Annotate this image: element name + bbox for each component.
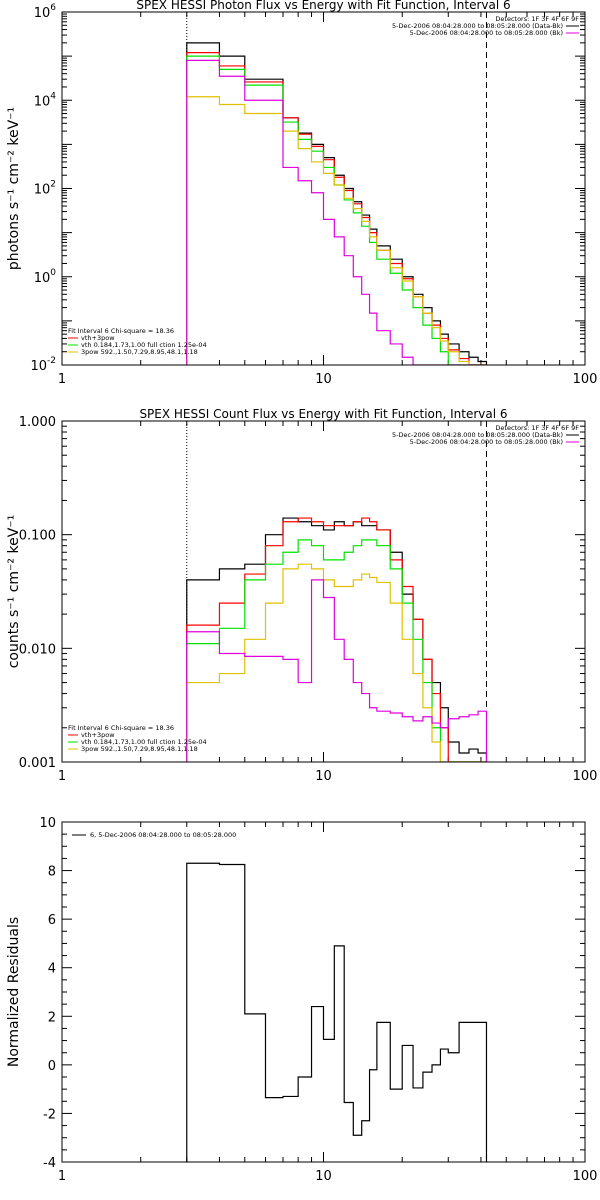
y-axis-label: counts s⁻¹ cm⁻² keV⁻¹ bbox=[6, 515, 22, 669]
series-line-2 bbox=[186, 52, 487, 365]
y-tick-label: 1.000 bbox=[19, 415, 56, 430]
x-tick-label: 100 bbox=[573, 372, 598, 387]
chart-panel-2: SPEX HESSI Count Flux vs Energy with Fit… bbox=[6, 407, 597, 784]
series-line-1 bbox=[186, 517, 488, 762]
legend-entry: 3pow 592.,1.50,7.29,8.95,48.1,1.18 bbox=[81, 348, 198, 356]
chart-title: SPEX HESSI Photon Flux vs Energy with Fi… bbox=[136, 0, 510, 12]
series-line-2 bbox=[186, 517, 487, 762]
series-line-1 bbox=[186, 42, 488, 365]
y-tick-label: 10-2 bbox=[30, 356, 56, 374]
x-tick-label: 100 bbox=[573, 769, 598, 784]
legend-entry: vth 0.184,1.73,1.00 full ction 1.25e-04 bbox=[81, 738, 207, 746]
x-tick-label: 10 bbox=[315, 769, 332, 784]
x-tick-label: 10 bbox=[315, 1169, 332, 1184]
series-line-5 bbox=[186, 59, 487, 365]
y-tick-label: 102 bbox=[34, 180, 56, 198]
y-tick-label: 2 bbox=[48, 1010, 56, 1025]
legend-entry: vth+3pow bbox=[81, 334, 115, 342]
y-tick-label: 106 bbox=[34, 3, 57, 21]
chart-title: SPEX HESSI Count Flux vs Energy with Fit… bbox=[139, 407, 507, 421]
y-tick-label: 0.001 bbox=[19, 756, 56, 771]
legend-fit-header: Fit Interval 6 Chi-square = 18.36 bbox=[68, 724, 174, 732]
legend-entry: 3pow 592.,1.50,7.29,8.95,48.1,1.18 bbox=[81, 745, 198, 753]
series-line-1 bbox=[186, 862, 488, 1162]
y-tick-label: 10 bbox=[39, 816, 56, 831]
legend-fit-header: Fit Interval 6 Chi-square = 18.36 bbox=[68, 327, 174, 335]
y-axis-label: Normalized Residuals bbox=[6, 917, 22, 1067]
y-tick-label: 104 bbox=[34, 91, 57, 109]
y-tick-label: 6 bbox=[48, 913, 56, 928]
legend-entry: vth+3pow bbox=[81, 731, 115, 739]
x-tick-label: 1 bbox=[58, 372, 66, 387]
series-line-3 bbox=[186, 55, 487, 365]
legend-entry: 5-Dec-2006 08:04:28.000 to 08:05:28.000 … bbox=[392, 431, 563, 439]
chart-panel-3: Normalized Residuals 1 10 100 -4 -2 0 2 4 6 8 10 6, … bbox=[6, 816, 597, 1184]
y-tick-label: -2 bbox=[43, 1107, 56, 1122]
plot-frame bbox=[61, 11, 586, 366]
y-tick-label: 4 bbox=[48, 962, 56, 977]
legend-entry: 5-Dec-2006 08:04:28.000 to 08:05:28.000 … bbox=[410, 29, 563, 37]
y-tick-label: -4 bbox=[43, 1156, 56, 1171]
series-line-5 bbox=[186, 579, 488, 762]
x-tick-label: 1 bbox=[58, 769, 66, 784]
legend-detectors: Detectors: 1F 3F 4F 6F 9F bbox=[495, 424, 579, 432]
series-line-3 bbox=[186, 539, 487, 762]
x-tick-label: 100 bbox=[573, 1169, 598, 1184]
y-tick-label: 8 bbox=[48, 865, 56, 880]
x-tick-label: 1 bbox=[58, 1169, 66, 1184]
series-line-4 bbox=[186, 563, 487, 762]
legend-entry: 6, 5-Dec-2006 08:04:28.000 to 08:05:28.0… bbox=[90, 831, 236, 839]
x-tick-label: 10 bbox=[315, 372, 332, 387]
y-tick-label: 0.100 bbox=[19, 529, 56, 544]
legend-entry: vth 0.184,1.73,1.00 full ction 1.25e-04 bbox=[81, 341, 207, 349]
legend-detectors: Detectors: 1F 3F 4F 6F 9F bbox=[495, 15, 579, 23]
plot-frame bbox=[61, 420, 586, 763]
chart-panel-1: SPEX HESSI Photon Flux vs Energy with Fi… bbox=[6, 0, 597, 387]
y-axis-label: photons s⁻¹ cm⁻² keV⁻¹ bbox=[6, 107, 22, 270]
series-line-4 bbox=[186, 96, 487, 365]
y-tick-label: 100 bbox=[34, 268, 57, 286]
legend-entry: 5-Dec-2006 08:04:28.000 to 08:05:28.000 … bbox=[392, 22, 563, 30]
legend-entry: 5-Dec-2006 08:04:28.000 to 08:05:28.000 … bbox=[410, 438, 563, 446]
y-tick-label: 0 bbox=[48, 1059, 56, 1074]
plot-frame bbox=[61, 821, 586, 1163]
y-tick-label: 0.010 bbox=[19, 642, 56, 657]
